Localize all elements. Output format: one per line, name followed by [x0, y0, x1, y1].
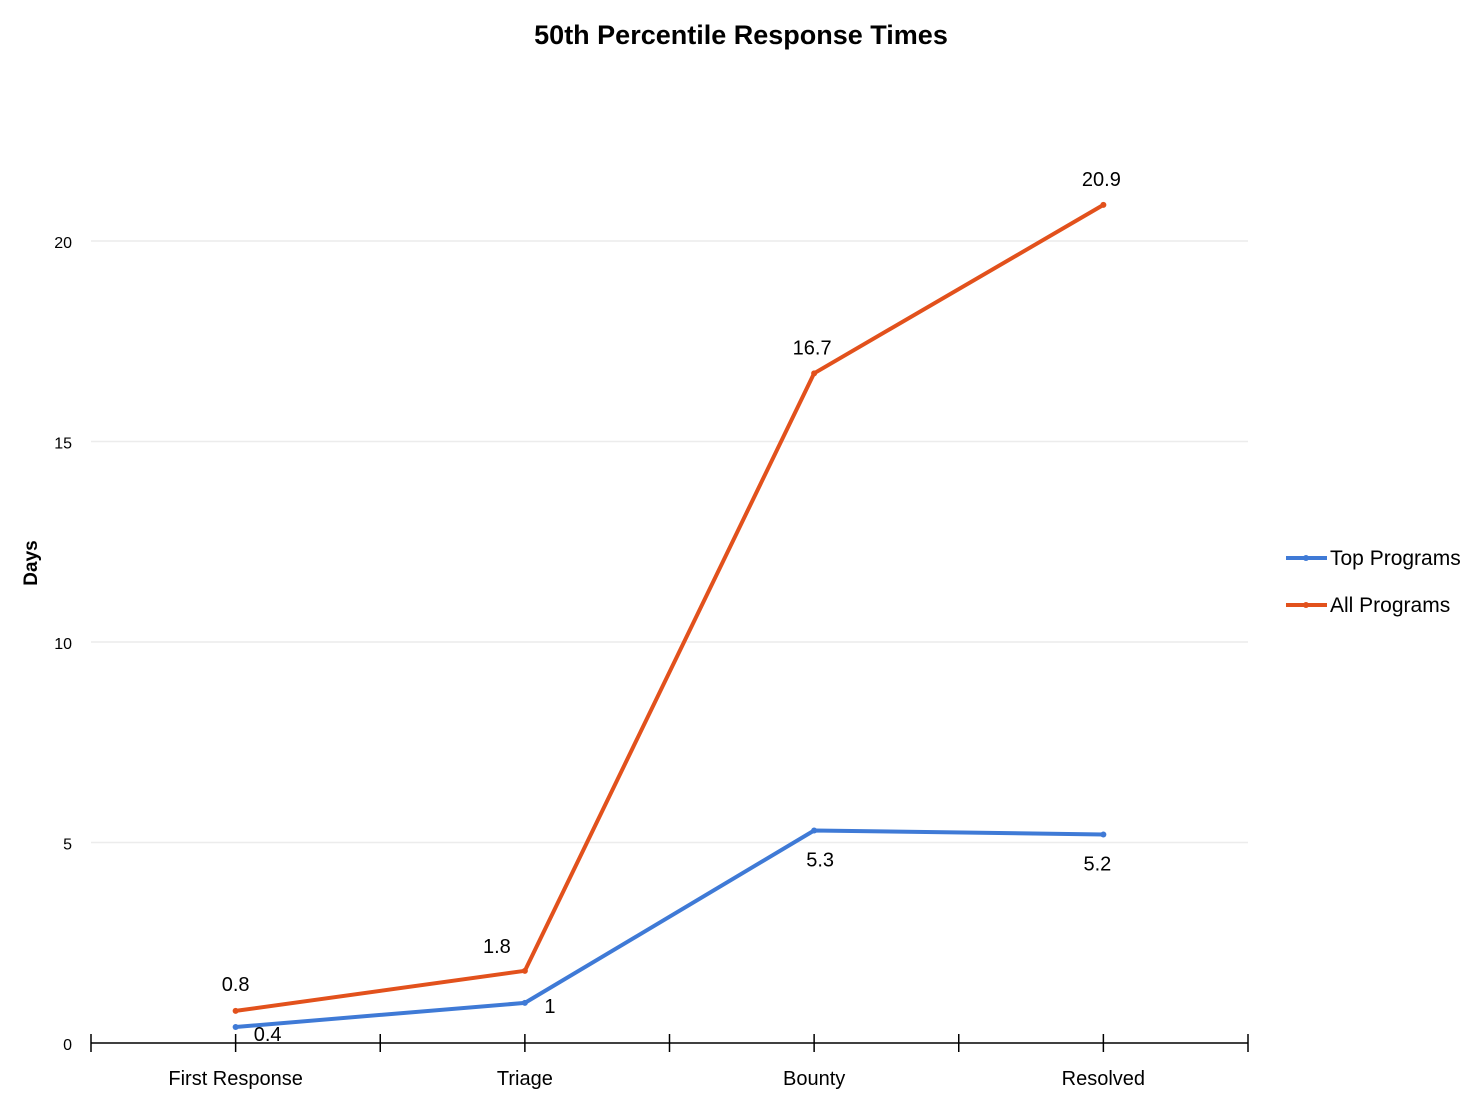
x-axis-ticks: First Response Triage Bounty Resolved: [168, 1068, 1145, 1090]
data-point: [811, 827, 818, 834]
data-point: [811, 370, 818, 377]
x-tick-label: First Response: [168, 1068, 303, 1090]
data-label: 0.4: [254, 1024, 282, 1046]
series-line-all-programs: [233, 202, 1106, 1013]
x-tick-label: Triage: [497, 1068, 553, 1090]
data-point: [521, 999, 528, 1006]
y-tick-label: 10: [54, 636, 72, 653]
y-tick-label: 20: [54, 235, 72, 252]
data-label: 1.8: [483, 936, 511, 958]
data-point: [232, 1007, 239, 1014]
data-point: [521, 967, 528, 974]
y-tick-label: 15: [54, 436, 72, 453]
chart-title: 50th Percentile Response Times: [534, 20, 948, 50]
data-label: 16.7: [793, 337, 832, 359]
data-label: 0.8: [222, 974, 250, 996]
gridlines: [91, 240, 1248, 844]
data-labels: 0.4 1 5.3 5.2 0.8 1.8 16.7 20.9: [222, 169, 1121, 1046]
legend-label: All Programs: [1330, 594, 1450, 617]
legend-marker: [1303, 602, 1309, 608]
data-label: 5.2: [1083, 853, 1111, 875]
data-point: [1100, 201, 1107, 208]
data-label: 1: [544, 996, 555, 1018]
series-lines: [232, 201, 1107, 1030]
y-tick-label: 5: [63, 837, 72, 854]
data-label: 20.9: [1082, 169, 1121, 191]
data-point: [232, 1023, 239, 1030]
legend: Top Programs All Programs: [1286, 547, 1461, 617]
series-line-top-programs: [233, 828, 1106, 1029]
data-label: 5.3: [806, 849, 834, 871]
y-tick-label: 0: [63, 1037, 72, 1054]
x-tick-label: Bounty: [783, 1068, 845, 1090]
y-axis-ticks: 0 5 10 15 20: [54, 235, 72, 1054]
legend-label: Top Programs: [1330, 547, 1461, 570]
legend-marker: [1303, 555, 1309, 561]
x-tick-label: Resolved: [1062, 1068, 1145, 1090]
y-axis-label: Days: [21, 540, 42, 585]
x-axis: [90, 1034, 1249, 1052]
data-point: [1100, 831, 1107, 838]
